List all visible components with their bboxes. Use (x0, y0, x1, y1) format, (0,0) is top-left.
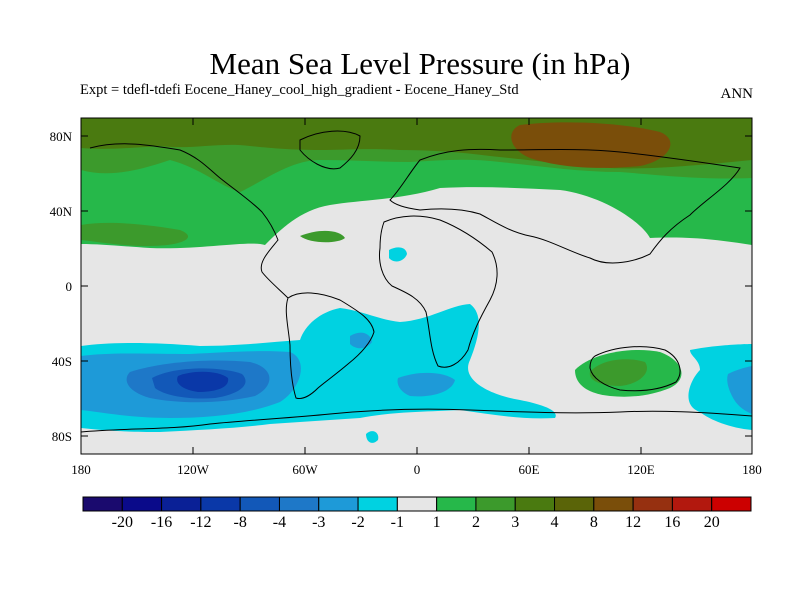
colorbar-swatch (554, 496, 595, 512)
lat-label-0: 0 (66, 279, 73, 294)
colorbar-swatch (278, 496, 320, 512)
contour-minus2-atlantic (397, 372, 455, 397)
contour-minus2-southeast (727, 366, 752, 414)
map-panel (80, 117, 753, 455)
colorbar: -20 -16 -12 -8 -4 -3 -2 -1 1 2 3 4 8 12 16 20 (82, 496, 752, 531)
colorbar-swatch (711, 496, 752, 512)
contour-3-australia (589, 359, 648, 386)
colorbar-label: 20 (704, 514, 720, 531)
colorbar-swatch (475, 496, 516, 512)
lon-label-120w: 120W (177, 462, 210, 477)
colorbar-label: -16 (151, 514, 172, 531)
colorbar-swatch (82, 496, 123, 512)
lon-label-60w: 60W (292, 462, 318, 477)
season-label: ANN (720, 86, 754, 102)
coast-greenland (299, 130, 361, 170)
colorbar-label: 1 (433, 514, 441, 531)
colorbar-swatch (593, 496, 634, 512)
lon-label-180e: 180 (742, 462, 762, 477)
colorbar-label: 8 (590, 514, 598, 531)
contour-3-west-pacific (81, 222, 189, 246)
colorbar-swatch (632, 496, 673, 512)
contour-minus1-southeast (688, 344, 752, 430)
colorbar-label: -3 (312, 514, 325, 531)
colorbar-label: -8 (234, 514, 247, 531)
contour-minus2-scotia (350, 332, 372, 349)
contour-minus8-south (177, 371, 229, 392)
colorbar-label: -4 (273, 514, 286, 531)
colorbar-swatch (436, 496, 477, 512)
colorbar-label: 4 (551, 514, 559, 531)
contour-8-north (511, 122, 671, 168)
colorbar-swatch (318, 496, 359, 512)
contour-minus1-antarctic-small (366, 431, 379, 443)
colorbar-label: -20 (112, 514, 133, 531)
coast-australia (589, 346, 681, 392)
coast-antarctica (81, 408, 752, 433)
coast-north-america (89, 143, 289, 299)
coast-africa (379, 215, 498, 368)
contour-4-north-atlantic (300, 230, 345, 243)
colorbar-label: 3 (511, 514, 519, 531)
colorbar-swatch (671, 496, 713, 512)
colorbar-label: 12 (625, 514, 641, 531)
contour-2-africa-small (389, 247, 407, 262)
colorbar-swatch (396, 496, 438, 512)
colorbar-label: -12 (190, 514, 211, 531)
coastlines (81, 130, 752, 433)
lat-label-80n: 80N (50, 129, 73, 144)
coast-south-america (285, 292, 375, 399)
colorbar-swatch (161, 496, 202, 512)
lon-label-60e: 60E (519, 462, 540, 477)
lon-axis: 180 120W 60W 0 60E 120E 180 (71, 118, 762, 477)
chart-title: Mean Sea Level Pressure (in hPa) (209, 46, 631, 81)
colorbar-swatch (121, 496, 163, 512)
colorbar-label: -1 (391, 514, 404, 531)
lat-axis: 80N 40N 0 40S 80S (50, 129, 752, 444)
colorbar-label: 2 (472, 514, 480, 531)
lon-label-180w: 180 (71, 462, 91, 477)
colorbar-swatch (200, 496, 241, 512)
colorbar-swatch (239, 496, 280, 512)
lat-label-80s: 80S (52, 429, 72, 444)
lon-label-120e: 120E (627, 462, 655, 477)
colorbar-swatch (514, 496, 556, 512)
coast-eurasia (389, 148, 741, 264)
contour-fills (81, 118, 752, 443)
colorbar-label: -2 (351, 514, 364, 531)
lat-label-40n: 40N (50, 204, 73, 219)
lat-label-40s: 40S (52, 354, 72, 369)
colorbar-swatch (357, 496, 398, 512)
colorbar-label: 16 (664, 514, 680, 531)
lon-label-0: 0 (414, 462, 421, 477)
experiment-subtitle: Expt = tdefl-tdefi Eocene_Haney_cool_hig… (80, 82, 519, 98)
